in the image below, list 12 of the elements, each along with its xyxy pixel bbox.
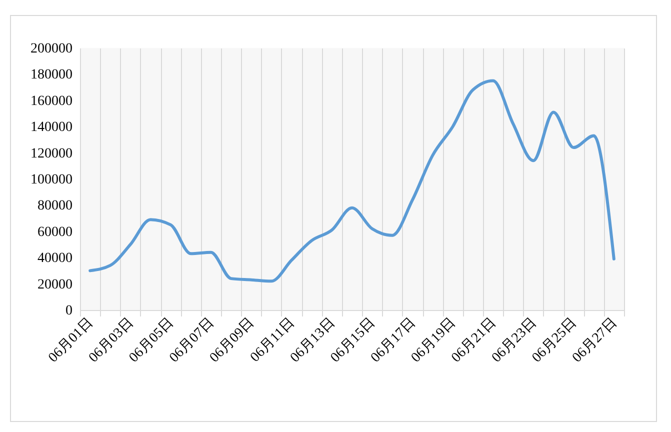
y-tick-label: 80000 [38, 198, 72, 214]
y-tick-label: 140000 [30, 120, 72, 136]
y-tick-label: 200000 [30, 42, 72, 56]
y-tick-label: 0 [66, 304, 72, 318]
y-tick-label: 160000 [30, 94, 72, 109]
y-tick-label: 180000 [30, 68, 72, 83]
line-series [88, 79, 616, 283]
y-tick-label: 100000 [30, 172, 72, 188]
y-tick-label: 120000 [30, 146, 72, 162]
y-tick-label: 60000 [38, 224, 72, 240]
y-tick-label: 20000 [38, 277, 72, 292]
y-tick-label: 40000 [38, 251, 72, 266]
